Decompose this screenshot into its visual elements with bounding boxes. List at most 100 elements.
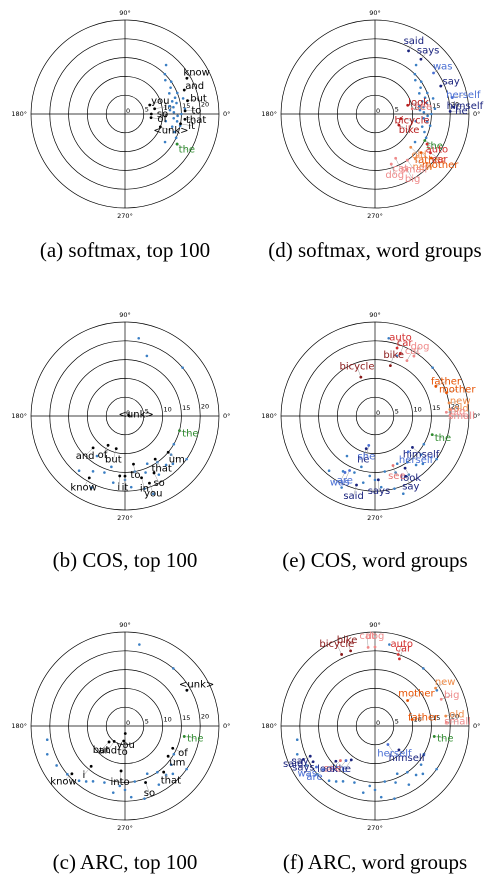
data-point <box>422 442 426 446</box>
leader-line <box>154 106 166 110</box>
word-label: in <box>140 484 149 495</box>
data-point <box>368 784 372 788</box>
data-point <box>393 797 396 800</box>
word-point <box>148 103 152 107</box>
word-label: see <box>415 102 433 113</box>
leader-line <box>184 736 196 739</box>
leader-line <box>411 717 424 720</box>
caption-arc-word-groups: (f) ARC, word groups <box>282 850 468 874</box>
word-label: said <box>283 759 303 770</box>
radial-tick-label: 15 <box>432 102 440 110</box>
word-label: um <box>169 758 185 769</box>
data-point <box>144 471 147 474</box>
data-point <box>110 465 113 469</box>
leader-line <box>327 761 337 769</box>
leader-line <box>424 140 435 146</box>
angle-tick-label: 0° <box>223 722 230 730</box>
word-point <box>175 142 179 146</box>
data-point <box>103 781 106 784</box>
data-point <box>383 780 387 783</box>
word-point <box>410 718 414 721</box>
word-point <box>434 384 438 388</box>
data-point <box>169 763 173 766</box>
word-point <box>412 354 416 358</box>
data-point <box>91 470 95 473</box>
word-point <box>140 476 143 480</box>
leader-line <box>400 342 405 354</box>
caption-cos-word-groups: (e) COS, word groups <box>282 548 468 572</box>
angle-tick-label: 90° <box>119 9 131 17</box>
word-label: the <box>435 433 451 444</box>
caption-arc-top100: (c) ARC, top 100 <box>52 850 198 874</box>
data-point <box>181 97 185 100</box>
word-label: cat <box>359 631 375 642</box>
word-label: bike <box>383 350 404 361</box>
word-label: himself <box>389 753 426 764</box>
data-point <box>379 795 383 799</box>
leader-line <box>430 152 440 160</box>
leader-line <box>378 479 380 492</box>
word-label: to <box>191 105 201 116</box>
angle-tick-label: 90° <box>119 621 131 629</box>
leader-line <box>413 346 421 357</box>
data-point <box>164 78 167 82</box>
word-point <box>447 401 451 405</box>
word-label: it <box>122 482 129 493</box>
data-point <box>163 140 167 144</box>
angle-tick-label: 0° <box>223 110 230 118</box>
leader-line <box>398 124 410 131</box>
leader-line <box>426 143 437 150</box>
word-point <box>171 746 175 750</box>
leader-line <box>391 163 395 175</box>
word-label: car <box>395 643 412 654</box>
data-point <box>420 125 424 128</box>
leader-line <box>432 434 444 439</box>
data-point <box>143 487 146 490</box>
panel-arc-word-groups: 0 5 10 15 20 90° 180° 270° 0° bike bicycle cat dog au… <box>258 618 493 838</box>
panel-cos-top100: 0 5 10 15 20 90° 180° 270° 0° <unk> the of but and um t… <box>8 308 243 528</box>
data-point <box>172 116 175 120</box>
leader-line <box>415 158 423 168</box>
data-point <box>419 86 422 89</box>
word-label: that <box>161 776 181 787</box>
word-point <box>404 474 408 478</box>
word-point <box>452 105 456 109</box>
word-label: bicycle <box>395 116 430 127</box>
data-point <box>334 780 338 783</box>
leader-line <box>405 476 412 487</box>
data-point <box>379 485 383 489</box>
word-point <box>397 748 401 752</box>
leader-line <box>395 158 401 169</box>
data-point <box>129 485 133 489</box>
word-point <box>185 76 189 80</box>
radial-tick-label: 5 <box>145 105 149 113</box>
word-point <box>343 471 347 474</box>
leader-line <box>293 759 304 765</box>
word-point <box>399 117 403 120</box>
leader-line <box>392 465 398 477</box>
word-label: mother <box>422 160 459 171</box>
leader-line <box>366 636 369 648</box>
word-label: old <box>449 709 464 720</box>
word-label: said <box>404 36 424 47</box>
word-label: new <box>412 162 433 173</box>
data-point <box>413 140 417 144</box>
word-label: are <box>337 476 353 487</box>
word-point <box>349 649 353 653</box>
word-label: i <box>117 482 120 493</box>
leader-line <box>390 354 394 366</box>
data-point <box>180 112 183 116</box>
leader-line <box>366 445 369 457</box>
data-point <box>172 105 175 109</box>
leader-line <box>187 98 199 101</box>
word-point <box>178 429 181 432</box>
caption-cos-top100: (b) COS, top 100 <box>52 548 198 572</box>
radial-tick-label: 20 <box>201 100 209 108</box>
word-label: the <box>427 141 443 152</box>
leader-line <box>180 123 192 126</box>
leader-line <box>122 740 124 753</box>
word-label: she <box>358 451 376 462</box>
data-point <box>129 795 133 799</box>
data-point <box>423 96 427 100</box>
leader-line <box>314 769 324 777</box>
